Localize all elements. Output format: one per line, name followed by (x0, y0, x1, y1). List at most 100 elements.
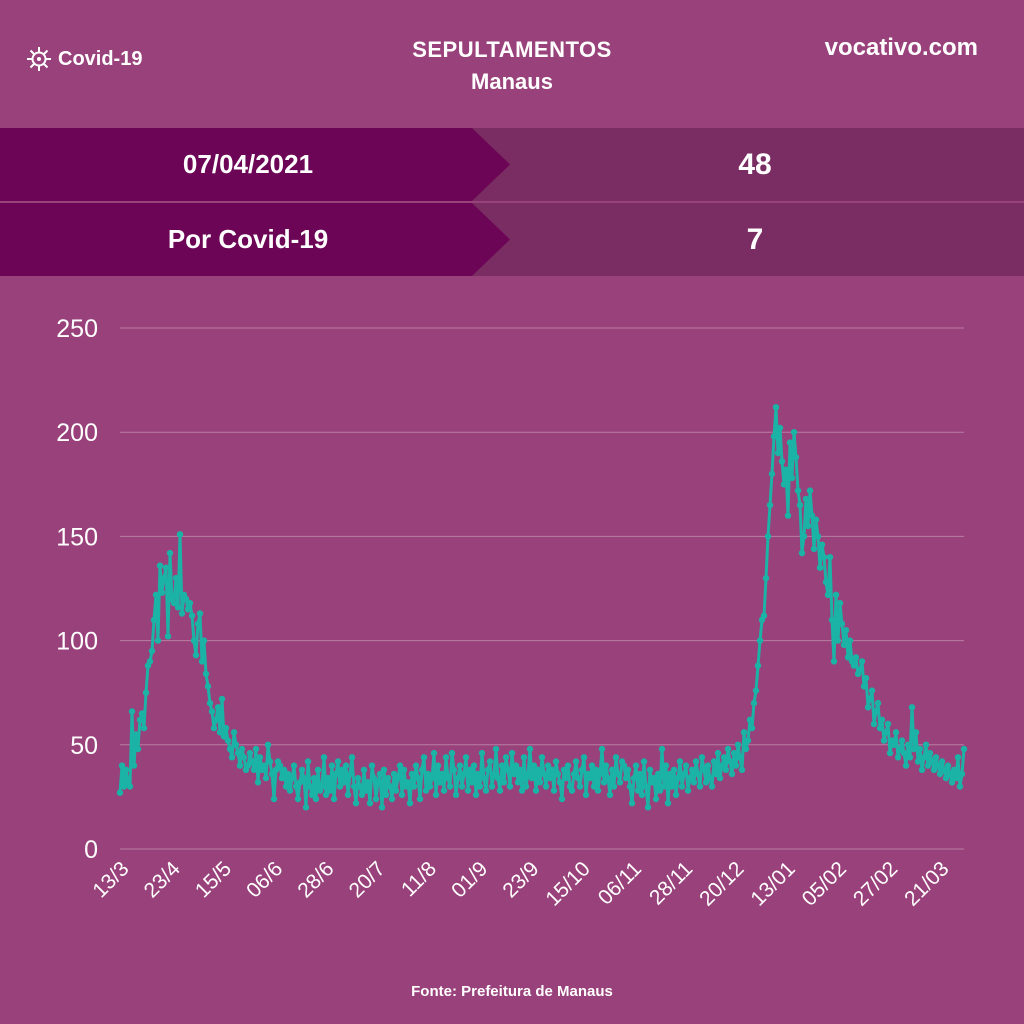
data-point (764, 533, 772, 540)
data-point (442, 754, 450, 761)
data-point (580, 754, 588, 761)
data-point (654, 770, 662, 778)
stat-covid-value: 7 (746, 222, 764, 256)
data-point (326, 787, 334, 794)
data-point (358, 791, 366, 798)
data-point (818, 541, 826, 548)
data-point (270, 795, 278, 803)
data-point (350, 783, 358, 790)
data-point (666, 770, 674, 778)
data-point (628, 800, 636, 807)
burials-line-chart: 0 50 100 150 200 250 13/3 23/4 15/5 06/6 28/6 20/7… (56, 315, 968, 911)
data-point (368, 762, 376, 769)
data-point (826, 554, 834, 561)
data-point (684, 787, 692, 794)
data-point (734, 741, 742, 748)
data-point (306, 783, 314, 790)
data-point (412, 762, 420, 769)
data-point (922, 741, 930, 748)
data-point (646, 766, 654, 773)
data-point (428, 774, 436, 782)
data-point (772, 404, 780, 411)
y-tick-label: 250 (56, 315, 98, 343)
data-point (154, 637, 162, 644)
data-point (732, 762, 740, 769)
data-point (196, 610, 204, 617)
x-tick-label: 15/5 (191, 857, 236, 902)
data-point (492, 745, 500, 753)
data-point (548, 766, 556, 773)
data-point (798, 549, 806, 557)
data-point (918, 766, 926, 773)
data-point (336, 783, 344, 790)
site-name: vocativo.com (824, 34, 978, 61)
data-point (382, 791, 390, 798)
data-point (590, 783, 598, 790)
data-point (210, 724, 218, 732)
data-point (248, 758, 256, 765)
data-point (194, 620, 202, 628)
data-point (450, 766, 458, 773)
data-point (280, 766, 288, 773)
data-point (116, 789, 124, 796)
data-point (800, 533, 808, 540)
data-point (246, 749, 254, 757)
data-point (466, 766, 474, 773)
data-point (834, 637, 842, 644)
data-point (290, 762, 298, 769)
data-point (222, 724, 230, 732)
data-point (434, 762, 442, 769)
x-tick-label: 13/01 (746, 857, 799, 910)
data-point (142, 689, 150, 696)
data-point (444, 774, 452, 782)
data-point (898, 737, 906, 744)
data-point (546, 774, 554, 782)
data-point (934, 762, 942, 769)
data-point (892, 729, 900, 736)
data-point (778, 458, 786, 465)
data-point (714, 749, 722, 757)
data-point (782, 466, 790, 473)
data-point (700, 766, 708, 773)
data-point (276, 762, 284, 769)
data-point (158, 589, 166, 596)
data-point (568, 787, 576, 794)
data-point (474, 770, 482, 778)
data-point (304, 758, 312, 765)
data-point (802, 495, 810, 503)
data-point (652, 795, 660, 803)
data-point (836, 599, 844, 607)
data-point (278, 774, 286, 782)
data-point (954, 754, 962, 761)
data-point (398, 791, 406, 798)
data-point (538, 754, 546, 761)
data-point (464, 787, 472, 794)
data-point (594, 787, 602, 794)
data-point (514, 779, 522, 786)
data-point (948, 779, 956, 786)
virus-icon (27, 47, 51, 71)
data-point (254, 779, 262, 786)
data-point (356, 783, 364, 790)
y-tick-label: 100 (56, 628, 98, 656)
data-point (850, 662, 858, 669)
data-point (670, 766, 678, 773)
data-point (872, 708, 880, 715)
data-point (376, 770, 384, 778)
data-point (162, 564, 170, 571)
data-point (908, 704, 916, 711)
data-point (754, 662, 762, 669)
data-point (438, 770, 446, 778)
data-point (130, 762, 138, 769)
data-point (518, 787, 526, 794)
x-tick-label: 01/9 (447, 857, 492, 902)
data-point (572, 758, 580, 765)
data-point (462, 754, 470, 761)
data-point (530, 762, 538, 769)
data-point (300, 774, 308, 782)
data-point (502, 754, 510, 761)
x-tick-label: 06/6 (242, 857, 287, 902)
data-point (718, 762, 726, 769)
data-point (576, 783, 584, 790)
data-point (644, 804, 652, 811)
